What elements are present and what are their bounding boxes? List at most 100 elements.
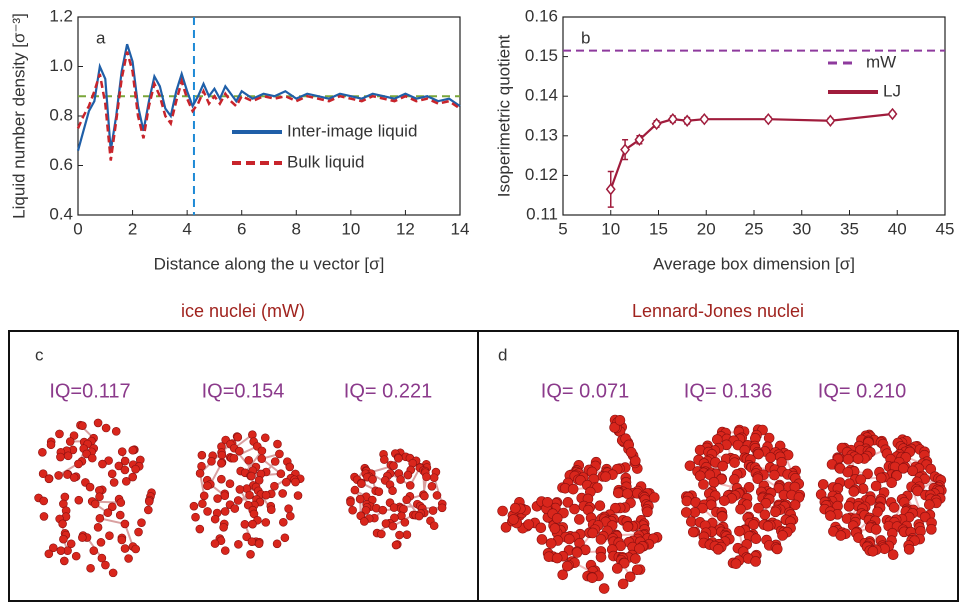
x-tick-label: 12 <box>396 219 415 238</box>
atom <box>213 494 222 503</box>
atom <box>120 519 130 529</box>
atom <box>926 524 937 535</box>
atom <box>245 490 254 500</box>
atom <box>120 465 130 475</box>
atom <box>244 455 254 465</box>
atom <box>551 513 563 524</box>
panel-label: d <box>498 345 507 364</box>
atom <box>887 549 899 561</box>
data-line <box>76 51 461 161</box>
y-tick-label: 1.0 <box>49 56 73 75</box>
atom <box>414 511 424 521</box>
iq-label: IQ= 0.136 <box>684 380 772 402</box>
atom <box>545 538 557 549</box>
atom <box>630 455 641 467</box>
atom <box>427 482 437 491</box>
y-tick-label: 0.6 <box>49 155 73 174</box>
iq-label: IQ= 0.221 <box>344 380 432 402</box>
atom <box>44 474 54 484</box>
atom <box>257 446 267 456</box>
atom <box>437 503 447 513</box>
atom <box>101 423 111 433</box>
atom <box>617 578 629 590</box>
atom <box>59 534 68 544</box>
atom <box>71 551 81 561</box>
atom <box>284 504 293 513</box>
atom <box>115 510 125 520</box>
atom <box>630 553 641 564</box>
atom <box>612 487 624 499</box>
atom <box>574 514 585 525</box>
atom <box>374 487 384 496</box>
atom <box>96 538 106 547</box>
atom <box>97 553 107 563</box>
atom <box>286 511 295 521</box>
atom <box>729 474 740 485</box>
atom <box>402 495 411 504</box>
atom <box>771 543 783 555</box>
atom <box>225 479 235 489</box>
atom <box>642 506 653 518</box>
atom <box>571 547 583 558</box>
atom <box>74 459 83 469</box>
atom <box>247 537 257 546</box>
marker <box>667 112 678 126</box>
atom <box>348 505 357 515</box>
atom <box>561 560 573 572</box>
atom <box>276 469 286 479</box>
atom <box>389 503 399 512</box>
panel-label: a <box>96 28 106 47</box>
atom <box>598 583 610 594</box>
atom <box>219 522 228 532</box>
y-tick-label: 0.12 <box>525 165 558 184</box>
marker <box>605 183 616 196</box>
atom <box>54 471 63 480</box>
atom <box>220 546 230 555</box>
atom <box>567 483 579 495</box>
x-tick-label: 10 <box>341 219 360 238</box>
atom <box>924 499 935 511</box>
iq-label: IQ=0.154 <box>202 380 285 402</box>
panel-box <box>477 330 959 602</box>
atom <box>711 434 723 445</box>
iq-label: IQ= 0.071 <box>541 380 629 402</box>
atom <box>753 502 764 514</box>
atom <box>855 474 867 485</box>
panel-title: ice nuclei (mW) <box>181 301 305 321</box>
bond <box>433 477 444 505</box>
atom <box>128 445 138 455</box>
atom <box>842 454 854 465</box>
atom <box>388 521 398 531</box>
atom <box>762 520 774 532</box>
y-tick-label: 0.14 <box>525 86 558 105</box>
atom <box>769 469 780 481</box>
atom <box>233 496 243 505</box>
panel-title: Lennard-Jones nuclei <box>632 301 804 321</box>
atom <box>86 563 95 573</box>
atom <box>78 533 87 542</box>
atom <box>355 494 365 504</box>
atom <box>622 521 634 533</box>
atom <box>278 517 288 527</box>
atom <box>405 481 415 490</box>
atom <box>203 481 212 491</box>
atom <box>712 544 724 555</box>
atom <box>777 530 788 541</box>
atom <box>587 527 599 539</box>
atom <box>770 506 781 518</box>
y-axis-label: Isoperimetric quotient <box>494 34 513 197</box>
atom <box>848 486 860 497</box>
atom <box>117 447 127 456</box>
atom <box>207 457 216 466</box>
atom <box>275 449 284 459</box>
atom <box>85 482 95 492</box>
atom <box>734 525 745 537</box>
x-tick-label: 14 <box>451 219 470 238</box>
atom <box>38 469 48 479</box>
atom <box>549 523 561 534</box>
atom <box>242 532 251 542</box>
atom <box>378 505 388 515</box>
y-tick-label: 0.8 <box>49 105 73 124</box>
atom <box>137 518 146 527</box>
atom <box>234 540 243 549</box>
